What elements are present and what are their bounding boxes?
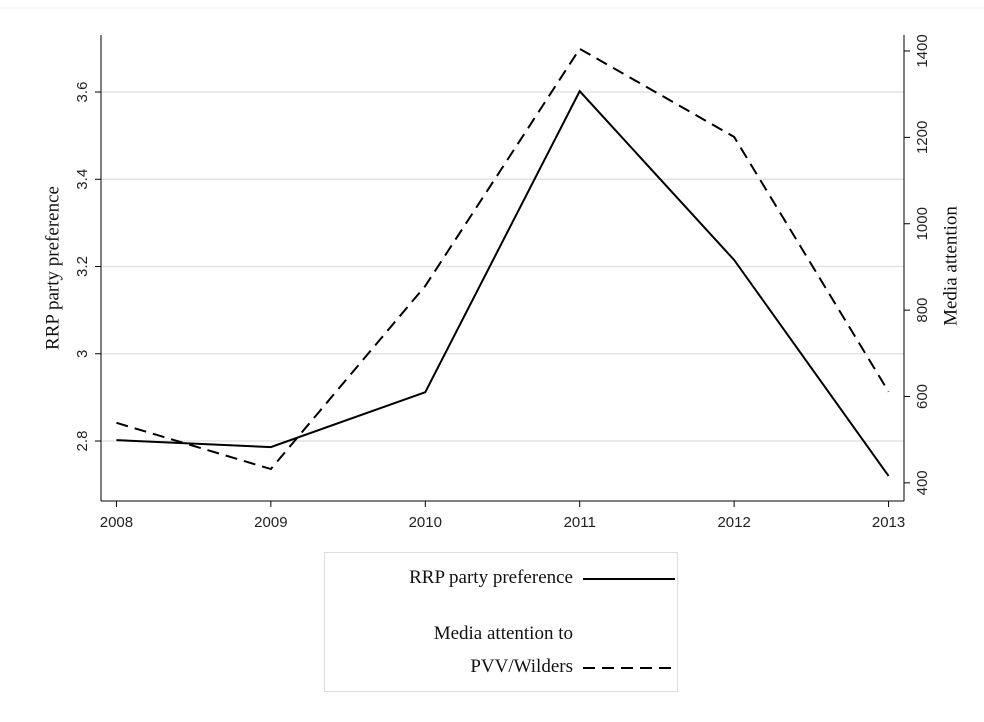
x-tick-label: 2012 [717, 514, 750, 531]
y2-tick-label: 1000 [914, 207, 931, 240]
y-tick-label: 3.4 [74, 169, 91, 190]
y-tick-label: 3 [74, 350, 91, 358]
legend-entry: RRP party preference [335, 561, 677, 594]
x-tick-label: 2008 [100, 514, 133, 531]
y-tick-label: 2.8 [74, 431, 91, 452]
legend-label: RRP party preference [409, 567, 573, 588]
y2-tick-label: 1200 [914, 121, 931, 154]
y-axis-title: RRP party preference [42, 186, 63, 350]
legend: RRP party preference Media attention to … [324, 552, 678, 692]
legend-entry: Media attention to PVV/Wilders [335, 617, 677, 683]
y2-tick-label: 600 [914, 384, 931, 409]
x-tick-label: 2010 [409, 514, 442, 531]
series-line [116, 47, 890, 471]
y-tick-label: 3.2 [74, 256, 91, 277]
y2-axis-title: Media attention [940, 206, 961, 326]
y-tick-label: 3.6 [74, 82, 91, 103]
y2-tick-label: 1400 [914, 34, 931, 67]
series-line [116, 89, 890, 477]
x-tick-label: 2011 [564, 514, 596, 531]
y2-tick-label: 400 [914, 470, 931, 495]
x-tick-label: 2013 [872, 514, 905, 531]
legend-label: Media attention to PVV/Wilders [433, 623, 573, 677]
legend-swatch [583, 667, 675, 669]
x-tick-label: 2009 [254, 514, 287, 531]
y2-tick-label: 800 [914, 298, 931, 323]
legend-swatch [583, 578, 675, 580]
